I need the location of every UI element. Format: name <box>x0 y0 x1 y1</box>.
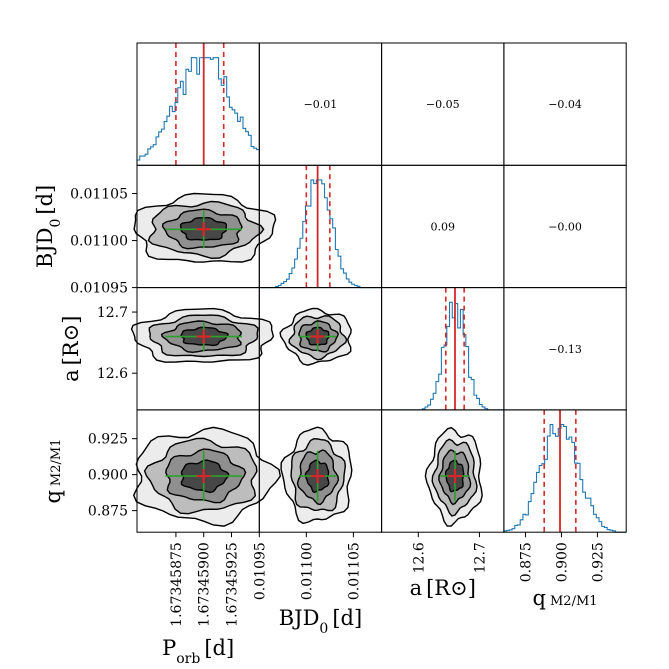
y-tick-label: 0.01105 <box>70 187 128 203</box>
correlation-label: −0.05 <box>426 98 460 111</box>
x-axis-label-a: a [R⊙] <box>410 576 476 600</box>
x-tick-label: 0.900 <box>554 542 570 582</box>
contour-panel-a-vs-bjd0 <box>279 307 352 366</box>
x-tick-label: 1.67345875 <box>169 542 185 627</box>
histogram-steps-q <box>503 424 627 533</box>
y-axis-label-q: qM2/M1 <box>41 439 65 504</box>
y-axis-label-a: a[R⊙] <box>59 316 83 382</box>
correlation-label: 0.09 <box>431 220 456 233</box>
x-tick-label: 0.875 <box>518 542 534 582</box>
histogram-panel-porb <box>136 43 260 166</box>
histogram-steps-a <box>381 301 504 411</box>
histogram-panel-a <box>381 287 504 411</box>
x-tick-label: 0.01105 <box>346 542 362 600</box>
panel-frame-1-1 <box>258 164 383 289</box>
contour-panel-q-vs-a <box>424 426 483 527</box>
y-tick-label: 0.925 <box>88 432 128 448</box>
y-tick-label: 0.900 <box>88 468 128 484</box>
x-tick-label: 1.67345925 <box>225 542 241 627</box>
histogram-steps-porb <box>136 57 260 166</box>
panel-frame-3-3 <box>503 409 627 533</box>
x-tick-label: 0.01100 <box>299 542 315 600</box>
y-axis-label-bjd0: BJD0[d] <box>33 185 64 268</box>
y-tick-label: 12.7 <box>97 305 128 321</box>
x-tick-label: 12.6 <box>411 542 427 573</box>
histogram-panel-q <box>503 409 627 533</box>
x-axis-label-bjd0: BJD0 [d] <box>279 606 362 637</box>
y-tick-label: 0.01095 <box>70 281 128 297</box>
y-tick-label: 12.6 <box>97 366 128 382</box>
contour-panel-bjd0-vs-porb <box>133 192 277 263</box>
x-tick-label: 1.67345900 <box>197 542 213 627</box>
contour-panel-q-vs-porb <box>132 426 282 527</box>
x-tick-label: 0.01095 <box>252 542 268 600</box>
correlation-label: −0.00 <box>548 220 582 233</box>
correlation-label: −0.13 <box>548 343 582 356</box>
contour-panel-a-vs-porb <box>130 307 275 363</box>
x-tick-label: 0.925 <box>590 542 606 582</box>
contour-panel-q-vs-bjd0 <box>280 426 353 525</box>
panel-frame-2-2 <box>381 287 505 411</box>
histogram-panel-bjd0 <box>259 165 382 289</box>
x-axis-label-porb: Porb [d] <box>162 636 234 667</box>
x-tick-label: 12.7 <box>472 542 488 573</box>
x-axis-label-q: q M2/M1 <box>533 586 598 610</box>
y-tick-label: 0.01100 <box>70 234 128 250</box>
panel-frame-0-0 <box>136 42 260 166</box>
correlation-label: −0.04 <box>548 98 582 111</box>
correlation-label: −0.01 <box>304 98 338 111</box>
histogram-steps-bjd0 <box>259 179 382 289</box>
y-tick-label: 0.875 <box>88 504 128 520</box>
